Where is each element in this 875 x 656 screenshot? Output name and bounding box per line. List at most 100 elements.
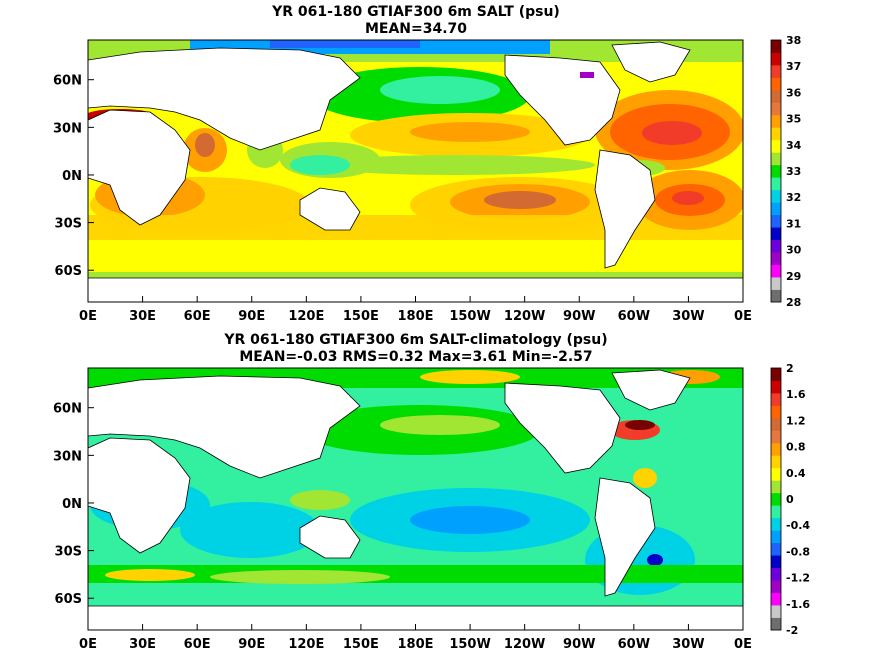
x-tick-label: 180E [397, 637, 433, 652]
colorbar-label: 28 [786, 296, 801, 309]
colorbar-label: -0.4 [786, 519, 810, 532]
colorbar-swatch [771, 277, 781, 290]
y-tick-label: 60N [53, 74, 82, 89]
top-colorbar: 28 29 30 31 32 33 34 35 36 37 38 [770, 34, 802, 309]
x-tick-label: 90E [238, 637, 265, 652]
colorbar-swatch [771, 368, 781, 381]
colorbar-swatch [771, 567, 781, 581]
colorbar-swatch [771, 480, 781, 494]
colorbar-label: 29 [786, 270, 801, 283]
colorbar-swatch [771, 89, 781, 103]
colorbar-swatch [771, 380, 781, 394]
x-tick-label: 0E [734, 637, 752, 652]
bottom-land-masses [88, 369, 743, 630]
colorbar-label: 34 [786, 139, 802, 152]
colorbar-frame [770, 39, 782, 303]
colorbar-swatch [771, 214, 781, 228]
y-tick-label: 60N [53, 402, 82, 417]
colorbar-label: 0.4 [786, 467, 806, 480]
colorbar-label: -1.6 [786, 598, 810, 611]
x-tick-label: 60W [618, 637, 650, 652]
x-tick-label: 0E [79, 637, 97, 652]
colorbar-swatch [771, 430, 781, 444]
colorbar-label: 33 [786, 165, 801, 178]
colorbar-swatch [771, 517, 781, 531]
colorbar-swatch [771, 617, 781, 631]
colorbar-swatch [771, 77, 781, 91]
y-tick-label: 60S [55, 592, 82, 607]
colorbar-label: -2 [786, 624, 798, 637]
x-tick-label: 150W [449, 637, 490, 652]
y-tick-label: 30N [53, 449, 82, 464]
colorbar-label: 31 [786, 217, 801, 230]
colorbar-swatch [771, 417, 781, 431]
x-tick-label: 120E [288, 637, 324, 652]
x-tick-label: 150W [449, 309, 490, 324]
colorbar-swatch [771, 555, 781, 569]
colorbar-swatch [771, 227, 781, 241]
colorbar-swatch [771, 605, 781, 618]
x-tick-label: 30W [672, 309, 704, 324]
colorbar-label: 32 [786, 191, 801, 204]
colorbar-label: 1.2 [786, 414, 806, 427]
bottom-title: YR 061-180 GTIAF300 6m SALT-climatology … [223, 332, 607, 348]
colorbar-swatch [771, 164, 781, 178]
x-tick-label: 0E [734, 309, 752, 324]
colorbar-swatch [771, 264, 781, 278]
colorbar-swatch [771, 114, 781, 128]
colorbar-swatch [771, 592, 781, 606]
x-tick-label: 150E [343, 637, 379, 652]
top-title: YR 061-180 GTIAF300 6m SALT (psu) [271, 4, 560, 20]
x-tick-label: 90W [563, 309, 595, 324]
colorbar-swatch [771, 467, 781, 481]
colorbar-swatch [771, 542, 781, 556]
colorbar-swatch [771, 252, 781, 265]
colorbar-label: 38 [786, 34, 801, 47]
colorbar-swatch [771, 289, 781, 303]
bottom-colorbar: 2 1.6 1.2 0.8 0.4 0 -0.4 -0.8 -1.2 -1.6 -2 [770, 362, 810, 637]
colorbar-label: -0.8 [786, 545, 810, 558]
bottom-axis-ticks: 0E 30E 60E 90E 120E 150E 180E 150W 120W 90W 60W 30W… [53, 402, 752, 652]
x-tick-label: 60E [184, 309, 211, 324]
x-tick-label: 90E [238, 309, 265, 324]
y-tick-label: 30S [55, 545, 82, 560]
colorbar-swatch [771, 177, 781, 191]
colorbar-swatch [771, 40, 781, 53]
colorbar-label: 36 [786, 86, 802, 99]
x-tick-label: 30W [672, 637, 704, 652]
colorbar-label: 35 [786, 113, 801, 126]
colorbar-label: 30 [786, 244, 802, 257]
colorbar-swatch [771, 64, 781, 78]
top-panel: YR 061-180 GTIAF300 6m SALT (psu) MEAN=3… [53, 4, 802, 324]
x-tick-label: 120E [288, 309, 324, 324]
y-tick-label: 0N [62, 169, 82, 184]
colorbar-swatch [771, 455, 781, 469]
bottom-subtitle: MEAN=-0.03 RMS=0.32 Max=3.61 Min=-2.57 [239, 349, 592, 365]
colorbar-label: 2 [786, 362, 794, 375]
x-tick-label: 60W [618, 309, 650, 324]
colorbar-label: -1.2 [786, 572, 810, 585]
colorbar-swatch [771, 202, 781, 216]
colorbar-label: 1.6 [786, 388, 806, 401]
x-tick-label: 180E [397, 309, 433, 324]
x-tick-label: 30E [129, 637, 156, 652]
colorbar-swatch [771, 442, 781, 456]
x-tick-label: 60E [184, 637, 211, 652]
x-tick-label: 120W [504, 309, 545, 324]
colorbar-frame [770, 367, 782, 631]
colorbar-swatch [771, 492, 781, 506]
bottom-panel: YR 061-180 GTIAF300 6m SALT-climatology … [53, 332, 810, 652]
colorbar-swatch [771, 189, 781, 203]
colorbar-swatch [771, 52, 781, 66]
x-tick-label: 30E [129, 309, 156, 324]
colorbar-label: 0.8 [786, 441, 806, 454]
colorbar-swatch [771, 152, 781, 166]
y-tick-label: 0N [62, 497, 82, 512]
colorbar-swatch [771, 392, 781, 406]
colorbar-swatch [771, 127, 781, 141]
colorbar-label: 37 [786, 60, 801, 73]
y-tick-label: 30S [55, 217, 82, 232]
x-tick-label: 0E [79, 309, 97, 324]
colorbar-swatch [771, 102, 781, 116]
